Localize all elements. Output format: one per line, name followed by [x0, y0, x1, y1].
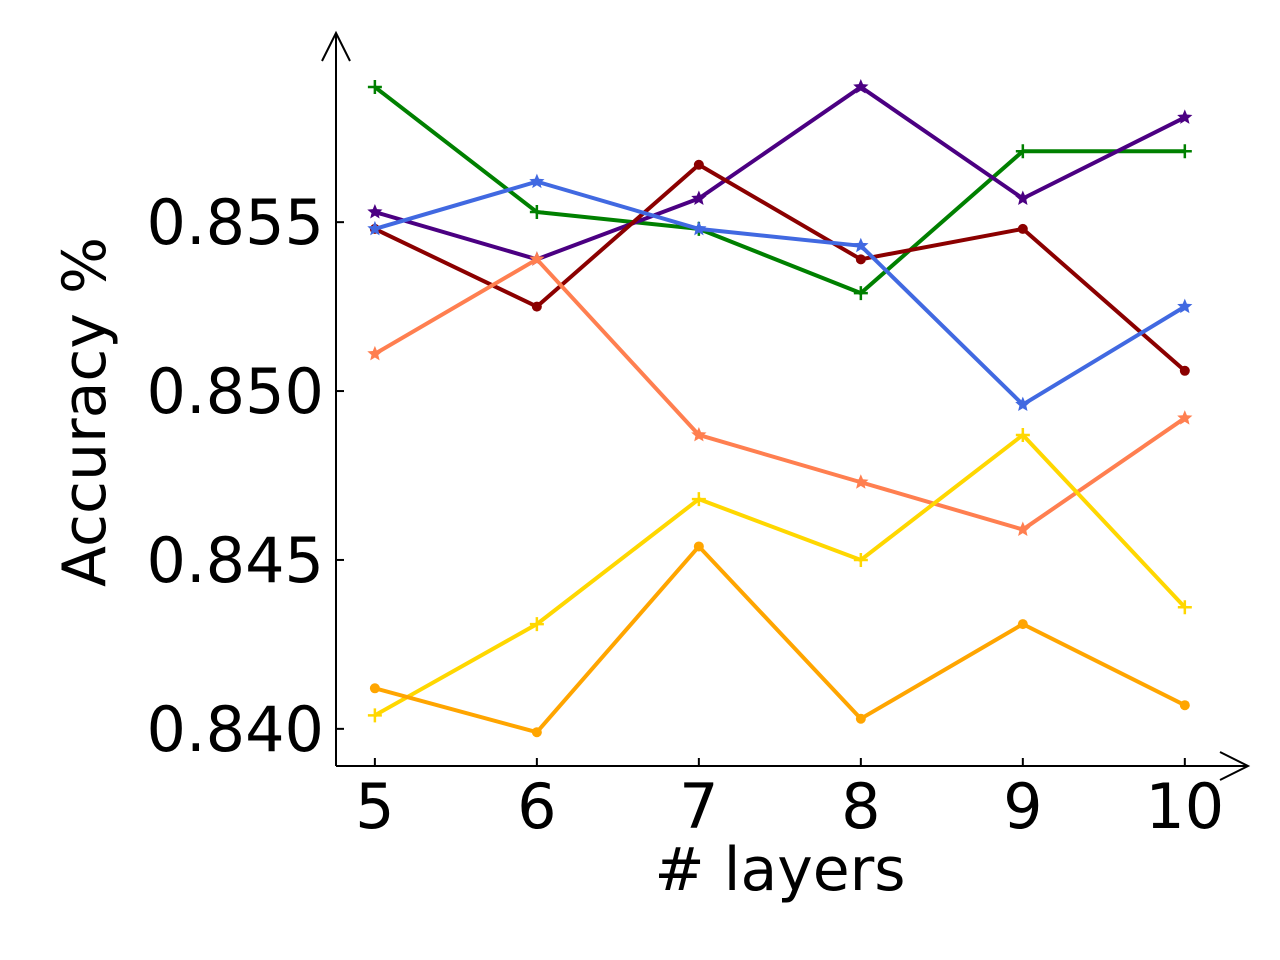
point [529, 251, 545, 266]
point [693, 541, 704, 552]
y-tick-label: 0.845 [147, 524, 325, 597]
y-tick-label: 0.840 [147, 693, 325, 766]
series-line [373, 432, 1187, 718]
point [1015, 521, 1031, 536]
point [853, 237, 869, 253]
point [691, 220, 707, 236]
point [855, 713, 866, 724]
y-tick-label: 0.850 [147, 355, 325, 428]
series-line [374, 179, 1186, 407]
y-axis-arrow [321, 30, 351, 62]
point [531, 727, 542, 738]
point [691, 190, 707, 205]
series-line [374, 544, 1186, 735]
point [367, 204, 383, 219]
point [367, 708, 382, 723]
point [369, 683, 380, 694]
point [1179, 365, 1190, 376]
point [1015, 190, 1031, 205]
point [693, 159, 704, 170]
point [691, 492, 706, 507]
point [367, 345, 383, 361]
point [1015, 144, 1030, 159]
point [855, 254, 866, 265]
x-tick-label: 7 [679, 770, 718, 843]
series-line [374, 162, 1187, 373]
x-tick-label: 6 [517, 770, 556, 843]
point [1177, 144, 1192, 159]
series-line [373, 257, 1186, 532]
point [1015, 427, 1030, 442]
point [529, 205, 544, 220]
y-tick-label: 0.855 [147, 186, 325, 259]
point [1177, 600, 1192, 615]
point [1017, 223, 1028, 234]
point [853, 552, 868, 567]
point [853, 79, 869, 94]
point [1177, 109, 1193, 124]
x-axis-arrow [1219, 751, 1251, 781]
x-tick-label: 5 [355, 770, 394, 843]
point [367, 80, 382, 95]
point [853, 286, 868, 301]
series-line [374, 85, 1186, 262]
point [691, 427, 707, 442]
point [529, 617, 544, 632]
x-tick-label: 9 [1003, 770, 1042, 843]
point [1017, 619, 1028, 630]
x-tick-label: 10 [1145, 770, 1224, 843]
x-axis-label: # layers [654, 835, 905, 905]
point [367, 220, 383, 236]
point [1179, 700, 1190, 711]
x-tick-label: 8 [841, 770, 880, 843]
point [529, 173, 545, 189]
point [531, 301, 542, 312]
y-axis-label: Accuracy % [50, 237, 120, 587]
point [853, 474, 869, 489]
point [1177, 298, 1193, 314]
point [1015, 396, 1031, 411]
point [1177, 410, 1193, 425]
